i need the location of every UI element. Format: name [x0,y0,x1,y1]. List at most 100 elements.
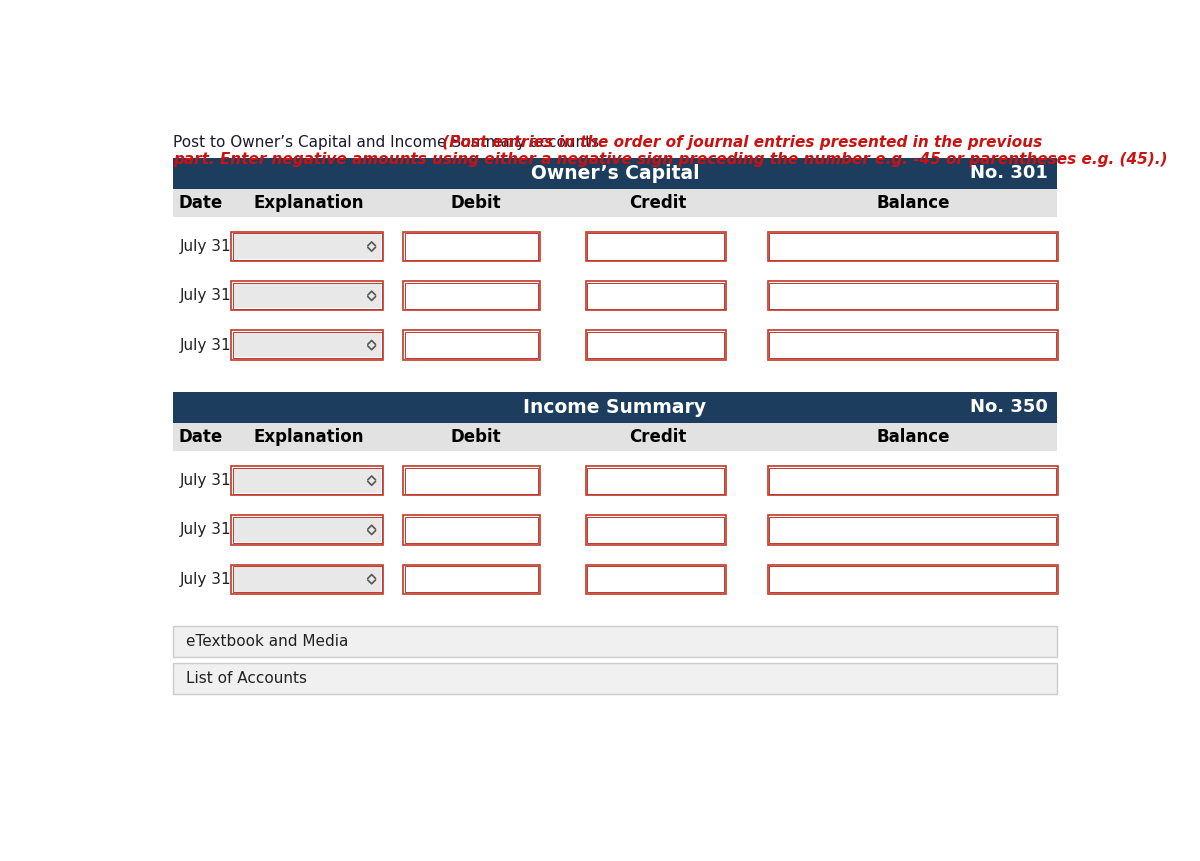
Bar [234,234,380,259]
Bar [586,331,726,360]
Text: No. 350: No. 350 [970,399,1048,417]
Bar [234,333,380,357]
Text: Debit: Debit [450,194,500,212]
Text: Credit: Credit [629,428,686,446]
Text: Explanation: Explanation [253,194,364,212]
Bar [768,282,1057,311]
Bar [769,332,1056,358]
Text: (Post entries in the order of journal entries presented in the previous: (Post entries in the order of journal en… [437,135,1043,150]
Text: July 31: July 31 [180,523,232,537]
Text: Owner’s Capital: Owner’s Capital [530,164,700,183]
Bar [768,565,1057,594]
Bar [173,392,1057,423]
Bar [403,331,540,360]
Bar [588,567,724,592]
Bar [173,663,1057,694]
Text: Post to Owner’s Capital and Income Summary accounts.: Post to Owner’s Capital and Income Summa… [173,135,605,150]
Bar [232,232,383,261]
Bar [588,517,724,542]
Bar [234,517,380,542]
Bar [233,517,382,543]
Bar [769,468,1056,493]
Bar [587,332,725,358]
Bar [406,234,538,259]
Bar [406,283,538,308]
Bar [173,423,1057,450]
Bar [770,517,1055,542]
Bar [588,468,724,493]
Bar [403,515,540,544]
Text: No. 301: No. 301 [970,164,1048,183]
Bar [587,517,725,543]
Text: July 31: July 31 [180,474,232,488]
Bar [586,232,726,261]
Bar [586,466,726,495]
Bar [769,233,1056,260]
Bar [587,468,725,493]
Text: eTextbook and Media: eTextbook and Media [186,634,348,649]
Bar [173,189,1057,216]
Bar [232,565,383,594]
Bar [403,565,540,594]
Bar [404,282,539,309]
Bar [233,332,382,358]
Bar [404,233,539,260]
Bar [770,283,1055,308]
Bar [233,282,382,309]
Bar [403,232,540,261]
Bar [406,567,538,592]
Bar [770,234,1055,259]
Bar [233,233,382,260]
Text: part. Enter negative amounts using either a negative sign preceding the number e: part. Enter negative amounts using eithe… [173,152,1168,167]
Bar [406,333,538,357]
Bar [173,158,1057,189]
Text: July 31: July 31 [180,572,232,586]
Bar [768,331,1057,360]
Bar [404,468,539,493]
Bar [588,234,724,259]
Bar [768,466,1057,495]
Bar [232,515,383,544]
Bar [234,468,380,493]
Text: July 31: July 31 [180,239,232,254]
Bar [587,233,725,260]
Bar [770,567,1055,592]
Text: Date: Date [179,194,222,212]
Bar [404,566,539,592]
Bar [234,567,380,592]
Bar [233,566,382,592]
Bar [234,283,380,308]
Text: Explanation: Explanation [253,428,364,446]
Text: Income Summary: Income Summary [523,398,707,417]
Bar [404,332,539,358]
Bar [406,468,538,493]
Bar [769,282,1056,309]
Text: Balance: Balance [877,194,950,212]
Bar [406,517,538,542]
Text: July 31: July 31 [180,288,232,303]
Bar [768,515,1057,544]
Bar [768,232,1057,261]
Bar [233,468,382,493]
Bar [403,466,540,495]
Bar [769,517,1056,543]
Bar [769,566,1056,592]
Bar [232,466,383,495]
Text: Credit: Credit [629,194,686,212]
Bar [403,282,540,311]
Bar [587,282,725,309]
Bar [586,515,726,544]
Bar [587,566,725,592]
Text: Debit: Debit [450,428,500,446]
Text: July 31: July 31 [180,338,232,353]
Bar [586,282,726,311]
Text: Date: Date [179,428,222,446]
Text: List of Accounts: List of Accounts [186,671,307,686]
Bar [232,331,383,360]
Bar [586,565,726,594]
Bar [770,333,1055,357]
Bar [770,468,1055,493]
Bar [232,282,383,311]
Bar [173,626,1057,657]
Bar [588,283,724,308]
